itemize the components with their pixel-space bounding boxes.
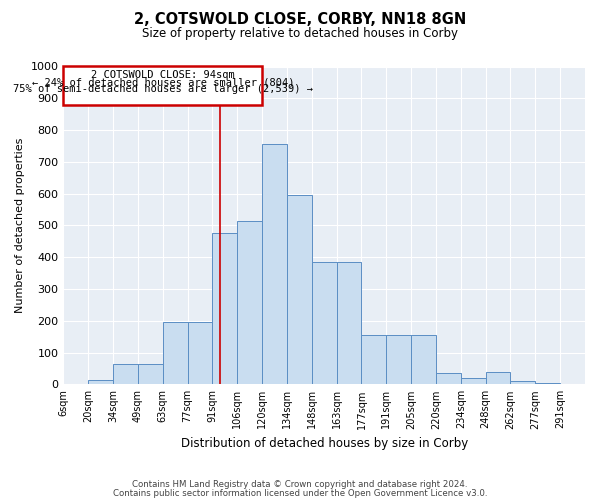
Bar xyxy=(113,364,138,384)
Text: Contains HM Land Registry data © Crown copyright and database right 2024.: Contains HM Land Registry data © Crown c… xyxy=(132,480,468,489)
Y-axis label: Number of detached properties: Number of detached properties xyxy=(15,138,25,313)
Bar xyxy=(485,372,511,384)
Bar xyxy=(237,220,262,384)
Text: Contains public sector information licensed under the Open Government Licence v3: Contains public sector information licen… xyxy=(113,488,487,498)
Text: Size of property relative to detached houses in Corby: Size of property relative to detached ho… xyxy=(142,28,458,40)
FancyBboxPatch shape xyxy=(64,66,262,106)
Bar xyxy=(461,378,485,384)
Text: 2 COTSWOLD CLOSE: 94sqm: 2 COTSWOLD CLOSE: 94sqm xyxy=(91,70,235,80)
Bar xyxy=(88,380,113,384)
Text: 2, COTSWOLD CLOSE, CORBY, NN18 8GN: 2, COTSWOLD CLOSE, CORBY, NN18 8GN xyxy=(134,12,466,28)
Bar xyxy=(436,373,461,384)
Bar xyxy=(138,364,163,384)
Bar xyxy=(411,335,436,384)
Text: ← 24% of detached houses are smaller (804): ← 24% of detached houses are smaller (80… xyxy=(32,78,294,88)
Bar xyxy=(163,322,188,384)
Bar xyxy=(386,335,411,384)
Bar xyxy=(262,144,287,384)
Text: 75% of semi-detached houses are larger (2,539) →: 75% of semi-detached houses are larger (… xyxy=(13,84,313,94)
Bar xyxy=(312,262,337,384)
Bar xyxy=(287,195,312,384)
Bar xyxy=(361,335,386,384)
Bar xyxy=(511,381,535,384)
Bar xyxy=(188,322,212,384)
Bar xyxy=(535,382,560,384)
X-axis label: Distribution of detached houses by size in Corby: Distribution of detached houses by size … xyxy=(181,437,468,450)
Bar xyxy=(337,262,361,384)
Bar xyxy=(212,234,237,384)
